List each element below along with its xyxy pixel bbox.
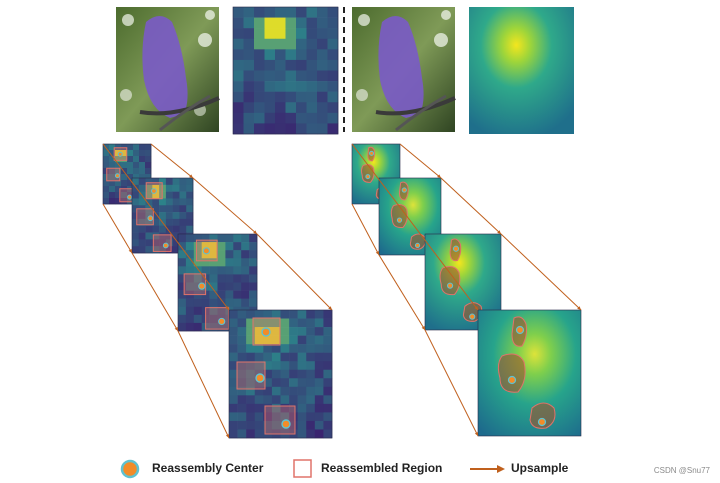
reassembled-region [497,353,526,393]
legend-center-label: Reassembly Center [152,461,264,475]
upsample-arrowhead [128,249,132,253]
upsample-arrow [440,177,502,235]
heatmap-level-4 [228,309,333,439]
bird-silhouette [142,16,188,118]
watermark: CSDN @Snu77 [653,466,710,475]
upsample-arrowhead [225,306,229,310]
upsample-arrow [256,233,333,311]
upsample-arrowhead [174,327,178,331]
reassembly-center-marker [469,313,476,320]
reassembly-center-marker [117,151,123,157]
reassembled-region [361,164,375,183]
reassembled-region [529,402,556,429]
heatmap-level-1 [102,143,152,205]
reassembly-center-marker [114,173,120,179]
reassembled-region [205,307,230,330]
upsample-arrowhead [189,174,193,178]
heatmap-coarse-top [232,6,339,135]
heatmap-level-2 [131,177,194,254]
upsample-arrowhead [225,434,230,438]
reassembly-center-marker [515,325,525,335]
reassembly-center-marker [452,245,460,252]
upsample-arrowhead [328,306,332,310]
reassembled-region [119,188,135,203]
bird-photo-left [116,7,220,132]
reassembly-center-marker [401,187,407,193]
upsample-arrowhead [421,326,425,330]
reassembly-center-marker [396,217,403,223]
reassembled-region [152,234,172,252]
reassembled-region-icon [293,459,312,478]
upsample-cascade-left [102,143,333,439]
legend [120,459,505,479]
upsample-arrow [192,177,258,235]
reassembly-center-marker [261,327,271,337]
smooth-heatmap-level-4 [477,309,582,437]
legend-upsample-label: Upsample [511,461,569,475]
upsample-arrow [102,203,133,254]
bird-silhouette [378,16,424,118]
upsample-arrow [500,233,582,311]
upsample-arrow [102,143,230,311]
reassembled-region [390,204,408,228]
upsample-arrow [351,143,479,311]
reassembled-region [264,405,296,435]
upsample-arrowhead [474,432,478,436]
upsample-arrowhead [437,174,441,178]
reassembly-center-marker [537,417,547,427]
reassembly-center-marker [365,174,371,180]
upsample-arrow [399,143,442,179]
reassembly-center-marker [147,215,154,222]
upsample-arrow [131,252,179,332]
upsample-arrowhead [497,230,501,234]
smooth-heatmap-level-2 [378,177,442,256]
reassembly-center-marker [127,194,133,200]
reassembly-center-marker [218,317,226,326]
upsample-arrow [378,254,426,331]
bird-photo-right [352,7,456,132]
reassembly-center-marker [255,373,265,383]
reassembly-center-marker [507,375,517,385]
legend-region-label: Reassembled Region [321,461,443,475]
reassembly-center-marker [198,282,206,290]
heatmap-level-3 [177,233,258,332]
upsample-arrowhead [253,230,257,234]
reassembled-region [439,265,461,296]
reassembled-region [236,361,266,390]
upsample-arrow [424,329,479,437]
reassembly-center-marker [151,188,157,194]
upsample-arrowhead [577,306,581,310]
reassembly-center-marker [369,150,375,156]
reassembly-center-icon [120,459,140,479]
reassembly-center-marker [202,247,210,255]
upsample-arrowhead [375,251,379,255]
reassembly-center-marker [281,419,291,429]
reassembly-center-marker [447,282,454,289]
upsample-arrow [150,143,194,179]
reassembly-center-marker [162,242,169,249]
heatmap-smooth-top [469,7,574,134]
reassembled-region [409,233,426,250]
upsample-cascade-right [351,143,582,437]
heatmap-fill [477,309,582,437]
upsample-arrow [351,203,380,256]
reassembly-center-marker [414,242,421,249]
upsample-arrowhead [474,306,478,310]
upsample-arrow [177,330,230,439]
